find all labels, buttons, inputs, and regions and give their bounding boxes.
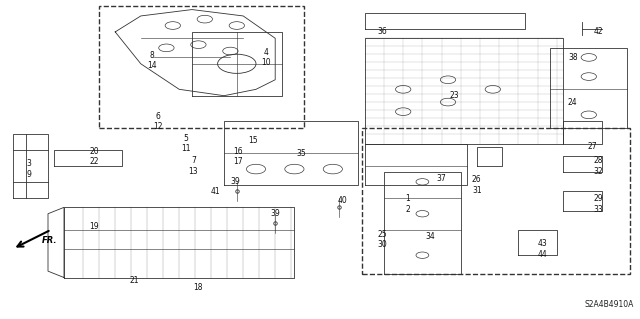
Text: 38: 38 [568,53,578,62]
Text: 4
10: 4 10 [260,48,271,67]
Text: 36: 36 [378,27,388,36]
Text: 28
32: 28 32 [593,156,604,175]
Text: 18: 18 [194,283,203,292]
Bar [362,128,630,274]
Text: 25
30: 25 30 [378,230,388,249]
Text: 5
11: 5 11 [181,134,190,153]
Text: 8
14: 8 14 [147,51,157,70]
Text: 16
17: 16 17 [233,147,243,166]
Bar [99,6,304,128]
Text: 29
33: 29 33 [593,195,604,214]
Text: 41: 41 [211,187,221,196]
Text: 26
31: 26 31 [472,175,482,195]
Text: 42: 42 [593,27,604,36]
Text: 40: 40 [337,197,348,205]
Text: 20
22: 20 22 [90,147,100,166]
Text: 3
9: 3 9 [26,160,31,179]
Text: 19: 19 [89,222,99,231]
Text: 6
12: 6 12 [154,112,163,131]
Text: 15: 15 [248,136,258,145]
Text: 23: 23 [449,91,460,100]
Text: 1
2: 1 2 [405,195,410,214]
Text: 21: 21 [130,276,139,285]
Text: 7
13: 7 13 [188,156,198,175]
Text: S2A4B4910A: S2A4B4910A [584,300,634,309]
Text: FR.: FR. [42,236,57,245]
Text: 27: 27 [588,142,598,151]
Text: 35: 35 [296,149,306,158]
Text: 24: 24 [568,98,578,107]
Text: 39: 39 [270,209,280,218]
Text: 39: 39 [230,177,241,186]
Text: 43
44: 43 44 [538,239,548,258]
Text: 34: 34 [425,232,435,241]
Text: 37: 37 [436,174,447,183]
